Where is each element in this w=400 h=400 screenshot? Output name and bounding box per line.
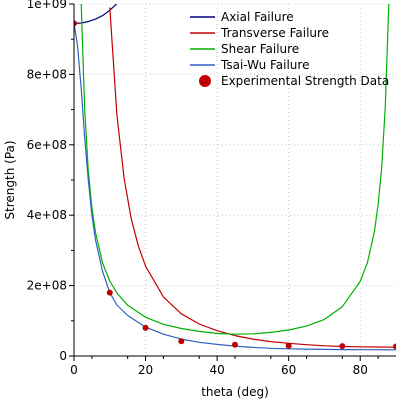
experimental-data-point — [232, 341, 238, 348]
experimental-data-point — [178, 338, 185, 345]
experimental-data-point — [393, 343, 396, 350]
axes: 0 20 40 60 80 0 2e+08 4e+08 6e+08 8e+08 1e+09 theta… — [3, 0, 396, 399]
y-tick-label: 4e+08 — [27, 208, 67, 222]
legend: Axial Failure Transverse Failure Shear Fai… — [190, 10, 389, 88]
legend-label: Transverse Failure — [220, 26, 329, 40]
y-axis-title: Strength (Pa) — [3, 140, 17, 219]
x-tick-label: 60 — [281, 363, 296, 377]
x-axis-title: theta (deg) — [201, 385, 269, 399]
y-tick-label: 1e+09 — [27, 0, 67, 11]
experimental-data-point — [106, 289, 113, 296]
y-tick-label: 6e+08 — [27, 138, 67, 152]
x-tick-label: 0 — [70, 363, 78, 377]
x-tick-label: 80 — [353, 363, 368, 377]
experimental-data-point — [142, 324, 149, 331]
legend-label: Shear Failure — [221, 42, 299, 56]
legend-marker — [199, 75, 211, 87]
shear-failure-line — [80, 4, 390, 335]
legend-label: Axial Failure — [221, 10, 294, 24]
y-tick-label: 8e+08 — [27, 67, 67, 81]
x-tick-label: 20 — [138, 363, 153, 377]
transverse-failure-line — [109, 7, 396, 348]
y-tick-label: 0 — [59, 349, 67, 363]
tsai-wu-failure-line — [74, 23, 396, 351]
experimental-data-point — [74, 20, 77, 27]
experimental-data-point — [285, 342, 292, 349]
y-tick-label: 2e+08 — [27, 279, 67, 293]
legend-label: Experimental Strength Data — [221, 74, 389, 88]
experimental-data-point — [339, 343, 346, 350]
grid — [73, 3, 396, 357]
x-tick-label: 40 — [209, 363, 224, 377]
plot-series — [74, 4, 396, 351]
legend-label: Tsai-Wu Failure — [220, 58, 309, 72]
